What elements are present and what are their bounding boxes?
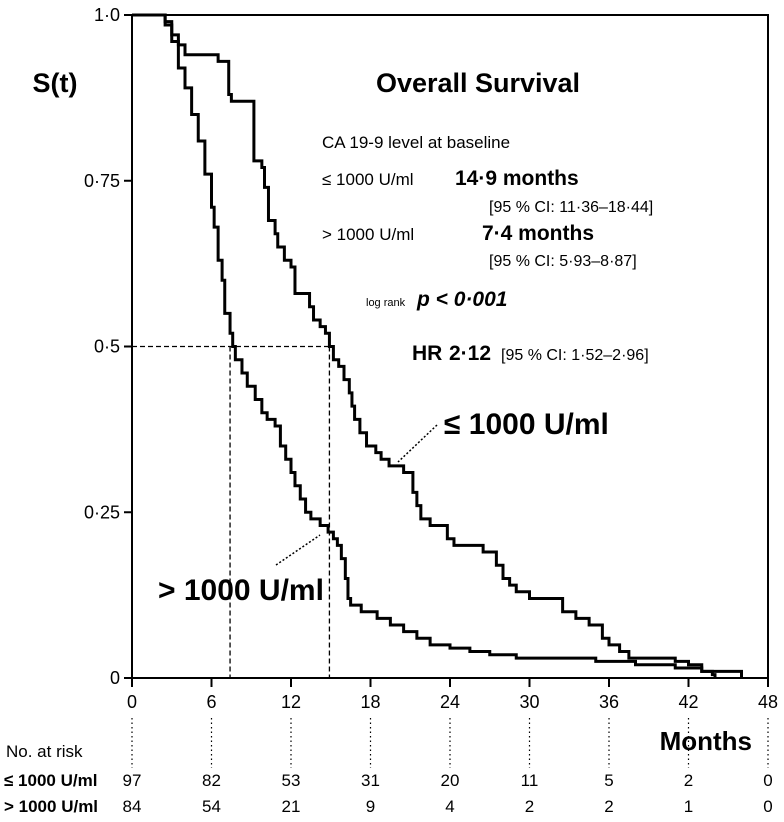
group1-median: 14·9 months [455,167,579,190]
y-tick-label: 1·0 [94,5,120,25]
curve-label-low-leader [397,424,438,463]
curve-label-low: ≤ 1000 U/ml [444,408,609,441]
logrank-prefix: log rank [366,297,406,309]
group2-ci: [95 % CI: 5·93–8·87] [489,253,637,270]
hr-label: HR [412,342,442,365]
risk-value: 9 [366,797,375,816]
risk-value: 53 [282,771,301,790]
x-tick-label: 18 [360,692,380,712]
y-tick-label: 0·25 [84,502,120,522]
risk-value: 11 [521,771,539,790]
risk-value: 21 [282,797,301,816]
risk-table-values: 97 82 53 31 20 11 5 2 084 54 21 9 4 2 2 1 0 [123,771,773,816]
survival-curve-high-ca199 [132,13,717,678]
risk-value: 31 [361,771,380,790]
risk-value: 2 [684,771,693,790]
chart-title: Overall Survival [376,68,580,98]
survival-curves [132,13,743,678]
x-tick-label: 24 [440,692,460,712]
risk-value: 82 [202,771,221,790]
group2-median: 7·4 months [482,222,594,245]
x-tick-label: 36 [599,692,619,712]
subtitle-baseline: CA 19-9 level at baseline [322,133,510,152]
median-reference-lines [132,345,331,678]
x-tick-label: 12 [281,692,301,712]
risk-table-guides [131,718,769,768]
x-axis-ticks: 0 6 12 18 24 30 36 42 48 [127,678,778,712]
y-axis-ticks: 0 0·25 0·5 0·75 1·0 [84,5,132,688]
curve-label-high-leader [275,534,321,566]
risk-value: 84 [123,797,142,816]
x-tick-label: 48 [758,692,778,712]
risk-value: 0 [763,797,772,816]
x-tick-label: 0 [127,692,137,712]
risk-value: 20 [441,771,460,790]
risk-value: 2 [604,797,613,816]
risk-table-header: No. at risk [6,742,83,761]
group1-ci: [95 % CI: 11·36–18·44] [489,199,653,216]
hr-ci: [95 % CI: 1·52–2·96] [501,347,649,364]
curve-label-high: > 1000 U/ml [158,574,324,607]
group2-label: > 1000 U/ml [322,225,414,244]
risk-value: 1 [684,797,693,816]
risk-row-label-high: > 1000 U/ml [4,797,98,816]
hr-value: 2·12 [449,342,491,365]
y-tick-label: 0·75 [84,171,120,191]
x-tick-label: 6 [206,692,216,712]
y-tick-label: 0 [110,668,120,688]
x-axis-label: Months [660,726,752,756]
risk-value: 0 [763,771,772,790]
risk-value: 97 [123,771,142,790]
risk-value: 4 [445,797,454,816]
risk-row-label-low: ≤ 1000 U/ml [4,771,97,790]
x-tick-label: 30 [519,692,539,712]
risk-value: 54 [202,797,221,816]
risk-value: 5 [604,771,613,790]
y-tick-label: 0·5 [94,337,120,357]
logrank-value: p < 0·001 [416,288,507,311]
x-tick-label: 42 [678,692,698,712]
y-axis-label: S(t) [33,68,78,98]
risk-value: 2 [525,797,534,816]
survival-curve-low-ca199 [132,13,743,678]
group1-label: ≤ 1000 U/ml [322,170,414,189]
